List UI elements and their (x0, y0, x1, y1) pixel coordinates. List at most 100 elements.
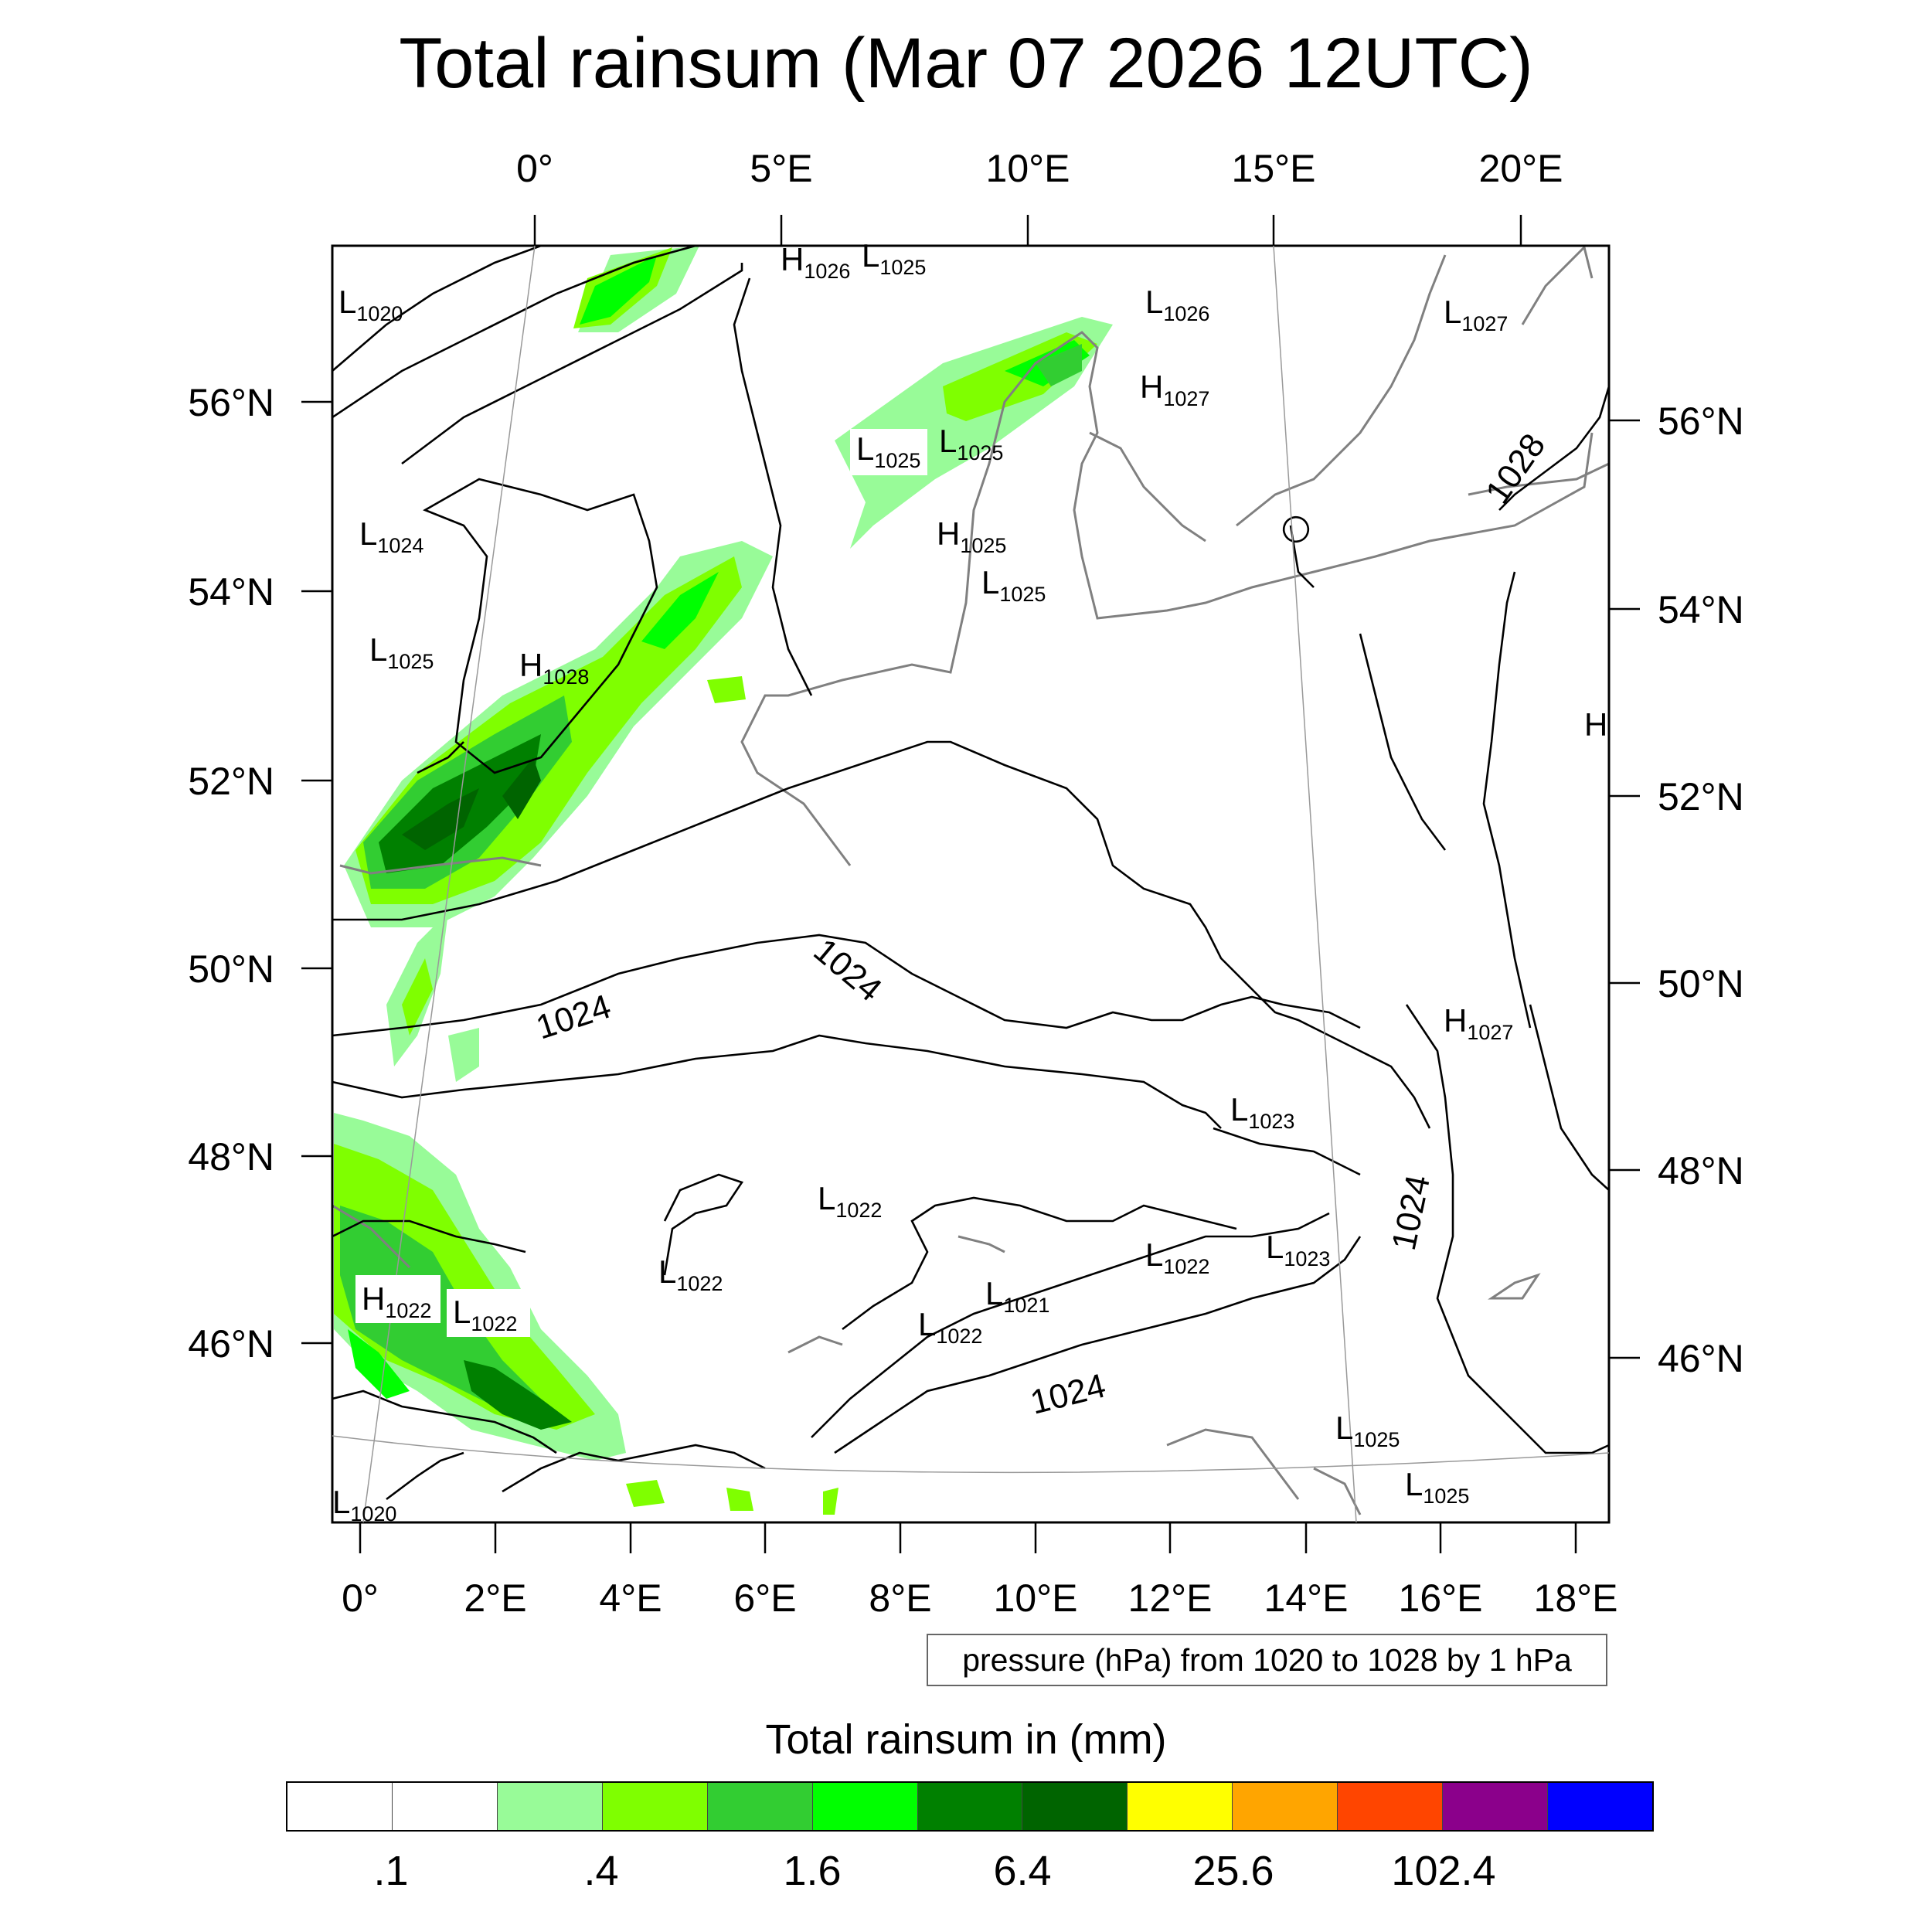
pressure-center: L1024 (359, 515, 423, 557)
isobar (332, 1389, 557, 1454)
rain-area (464, 1360, 572, 1430)
pressure-center: L1025 (939, 423, 1003, 464)
isobar (332, 1034, 1222, 1129)
contour-label: 1028 (1478, 427, 1553, 510)
colorbar-label: .1 (373, 1848, 409, 1894)
isobar (842, 1196, 1237, 1331)
lat-label: 46°N (188, 1322, 274, 1366)
pressure-center: H1027 (1140, 369, 1209, 410)
isobar (811, 1212, 1330, 1438)
isobar (332, 246, 542, 372)
lon-label: 5°E (750, 147, 812, 190)
isobar (1482, 571, 1532, 1029)
coastline (1468, 462, 1609, 496)
lat-label: 50°N (188, 947, 274, 991)
pressure-center: L1025 (1405, 1466, 1469, 1508)
isobar (1213, 1127, 1361, 1176)
pressure-center: H1025 (937, 515, 1006, 557)
lat-label: 52°N (188, 760, 274, 803)
colorbar-swatch (1548, 1783, 1652, 1830)
colorbar-title: Total rainsum in (mm) (765, 1716, 1167, 1763)
pressure-center: L1023 (1230, 1091, 1294, 1133)
pressure-center: L1025 (981, 564, 1046, 606)
pressure-center: L1025 (856, 430, 920, 472)
pressure-center: L1025 (369, 631, 434, 673)
left-lat-labels: 56°N 54°N 52°N 50°N 48°N 46°N (188, 381, 274, 1366)
meridian (1273, 246, 1357, 1522)
isobar (332, 246, 696, 419)
colorbar-swatch (602, 1783, 708, 1830)
pressure-center: H1026 (781, 241, 850, 283)
lat-label: 50°N (1658, 962, 1744, 1005)
colorbar-label: .4 (583, 1848, 619, 1894)
lat-label: 56°N (1658, 400, 1744, 443)
colorbar-swatch (812, 1783, 918, 1830)
pressure-center: L1022 (453, 1294, 517, 1335)
coastlines (332, 246, 1609, 1515)
pressure-center: L1022 (1145, 1236, 1209, 1278)
right-lat-labels: 56°N 54°N 52°N 50°N 48°N 46°N (1658, 400, 1744, 1380)
rain-area (448, 1028, 479, 1082)
coastline (339, 856, 542, 875)
pressure-center: L1020 (338, 284, 403, 325)
colorbar-label: 1.6 (783, 1848, 842, 1894)
isobar (423, 478, 658, 774)
rain-area (707, 676, 746, 703)
rain-area (580, 255, 657, 325)
map-title: Total rainsum (Mar 07 2026 12UTC) (399, 24, 1533, 103)
lon-label: 16°E (1399, 1577, 1483, 1620)
pressure-center: H1022 (362, 1281, 431, 1322)
isobar (1529, 1004, 1609, 1191)
rain-area (1036, 344, 1082, 386)
rain-area (626, 1480, 665, 1507)
pressure-center: L1023 (1266, 1229, 1330, 1270)
isobar (386, 1451, 464, 1501)
colorbar-swatch (497, 1783, 603, 1830)
isobar (332, 740, 1431, 1129)
isobar (1359, 633, 1447, 851)
isobar (1282, 515, 1310, 543)
colorbar-swatch (1338, 1783, 1444, 1830)
colorbar-swatch (1128, 1783, 1233, 1830)
lon-label: 2°E (464, 1577, 526, 1620)
isobar (663, 1173, 744, 1276)
rain-area (641, 572, 719, 649)
lon-label: 20°E (1479, 147, 1563, 190)
lon-label: 6°E (733, 1577, 796, 1620)
isobar (834, 1236, 1362, 1454)
pressure-center: L1025 (862, 237, 926, 279)
lat-label: 54°N (188, 570, 274, 614)
coastline (1236, 254, 1447, 527)
isobar (1405, 1004, 1609, 1454)
colorbar-label: 6.4 (993, 1848, 1052, 1894)
coastline (740, 331, 1594, 866)
lon-label: 14°E (1264, 1577, 1349, 1620)
colorbar-swatch (287, 1783, 393, 1830)
contour-label: 1024 (807, 931, 889, 1009)
coastline (957, 1235, 1005, 1253)
lon-label: 15°E (1232, 147, 1316, 190)
coastline (1166, 1428, 1300, 1500)
lon-label: 12°E (1128, 1577, 1213, 1620)
coastline (1521, 246, 1594, 325)
pressure-center: L1021 (985, 1275, 1049, 1317)
pressure-center: L1026 (1145, 284, 1209, 325)
lon-label: 10°E (994, 1577, 1078, 1620)
rain-area (402, 958, 433, 1036)
isobars (332, 246, 1609, 1501)
pressure-center: L1020 (332, 1484, 396, 1526)
colorbar-swatch (707, 1783, 813, 1830)
colorbar-swatch (917, 1783, 1023, 1830)
pressure-center: L1022 (658, 1253, 723, 1295)
lon-label: 18°E (1534, 1577, 1618, 1620)
contour-label: 1024 (532, 988, 615, 1047)
isobar (502, 1444, 766, 1493)
pressure-center: L1027 (1444, 294, 1508, 335)
coastline (332, 1204, 411, 1269)
colorbar-swatch (1022, 1783, 1128, 1830)
coastline (1488, 1273, 1541, 1300)
rain-area (726, 1488, 753, 1511)
isobar (417, 741, 464, 774)
bottom-lon-labels: 0° 2°E 4°E 6°E 8°E 10°E 12°E 14°E 16°E 1… (342, 1577, 1617, 1620)
